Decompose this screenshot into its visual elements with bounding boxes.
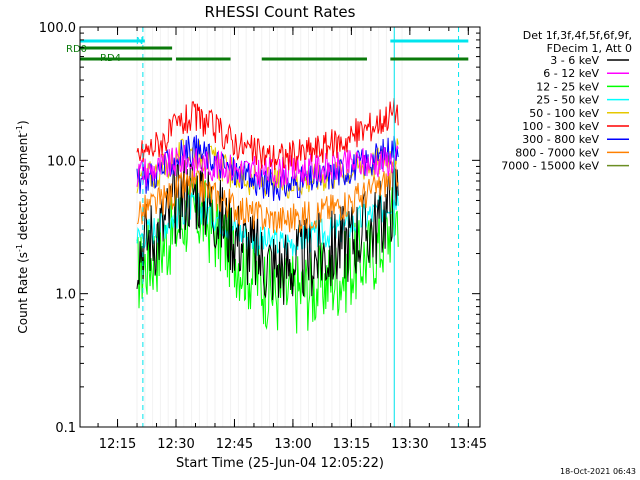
legend-label: 25 - 50 keV (536, 94, 599, 107)
axis-ticks: 12:15 12:30 12:45 13:00 13:15 13:30 13:45 0.1 1.… (39, 21, 487, 452)
legend-label: 7000 - 15000 keV (501, 160, 599, 173)
legend: Det 1f,3f,4f,5f,6f,9f, FDecim 1, Att 0 3… (501, 29, 632, 173)
y-tick-label: 0.1 (55, 421, 76, 436)
state-flags: N RD0 RD4 (66, 36, 469, 64)
chart-title: RHESSI Count Rates (205, 3, 356, 21)
y-tick-label: 1.0 (55, 288, 76, 303)
x-tick-label: 13:30 (391, 437, 428, 452)
series-line-3-6keV (136, 156, 399, 305)
x-tick-label: 12:15 (99, 437, 136, 452)
x-tick-label: 13:15 (333, 437, 370, 452)
x-tick-label: 12:45 (216, 437, 253, 452)
flag-label-RD4: RD4 (100, 53, 121, 64)
legend-label: 800 - 7000 keV (515, 146, 599, 159)
series-group (136, 97, 399, 334)
x-tick-label: 13:00 (274, 437, 311, 452)
legend-header-line1: Det 1f,3f,4f,5f,6f,9f, (523, 29, 632, 42)
legend-label: 6 - 12 keV (543, 67, 599, 80)
y-tick-label: 10.0 (47, 154, 76, 169)
series-line-100-300keV (136, 97, 399, 171)
series-line-6-12keV (136, 144, 399, 188)
generated-timestamp: 18-Oct-2021 06:43 (560, 467, 636, 476)
legend-label: 12 - 25 keV (536, 80, 599, 93)
legend-label: 300 - 800 keV (522, 133, 599, 146)
legend-label: 100 - 300 keV (522, 120, 599, 133)
y-axis-label: Count Rate (s-1 detector segment-1) (15, 120, 30, 333)
legend-header-line2: FDecim 1, Att 0 (547, 42, 632, 55)
x-tick-label: 12:30 (157, 437, 194, 452)
y-tick-label: 100.0 (39, 21, 76, 36)
legend-label: 50 - 100 keV (529, 107, 599, 120)
x-tick-label: 13:45 (450, 437, 487, 452)
flag-label-N: N (136, 36, 143, 47)
plot-frame (79, 26, 481, 428)
flag-label-RD0: RD0 (66, 44, 87, 55)
x-axis-label: Start Time (25-Jun-04 12:05:22) (176, 456, 384, 471)
series-line-800-7000keV (136, 158, 399, 234)
legend-label: 3 - 6 keV (550, 54, 599, 67)
